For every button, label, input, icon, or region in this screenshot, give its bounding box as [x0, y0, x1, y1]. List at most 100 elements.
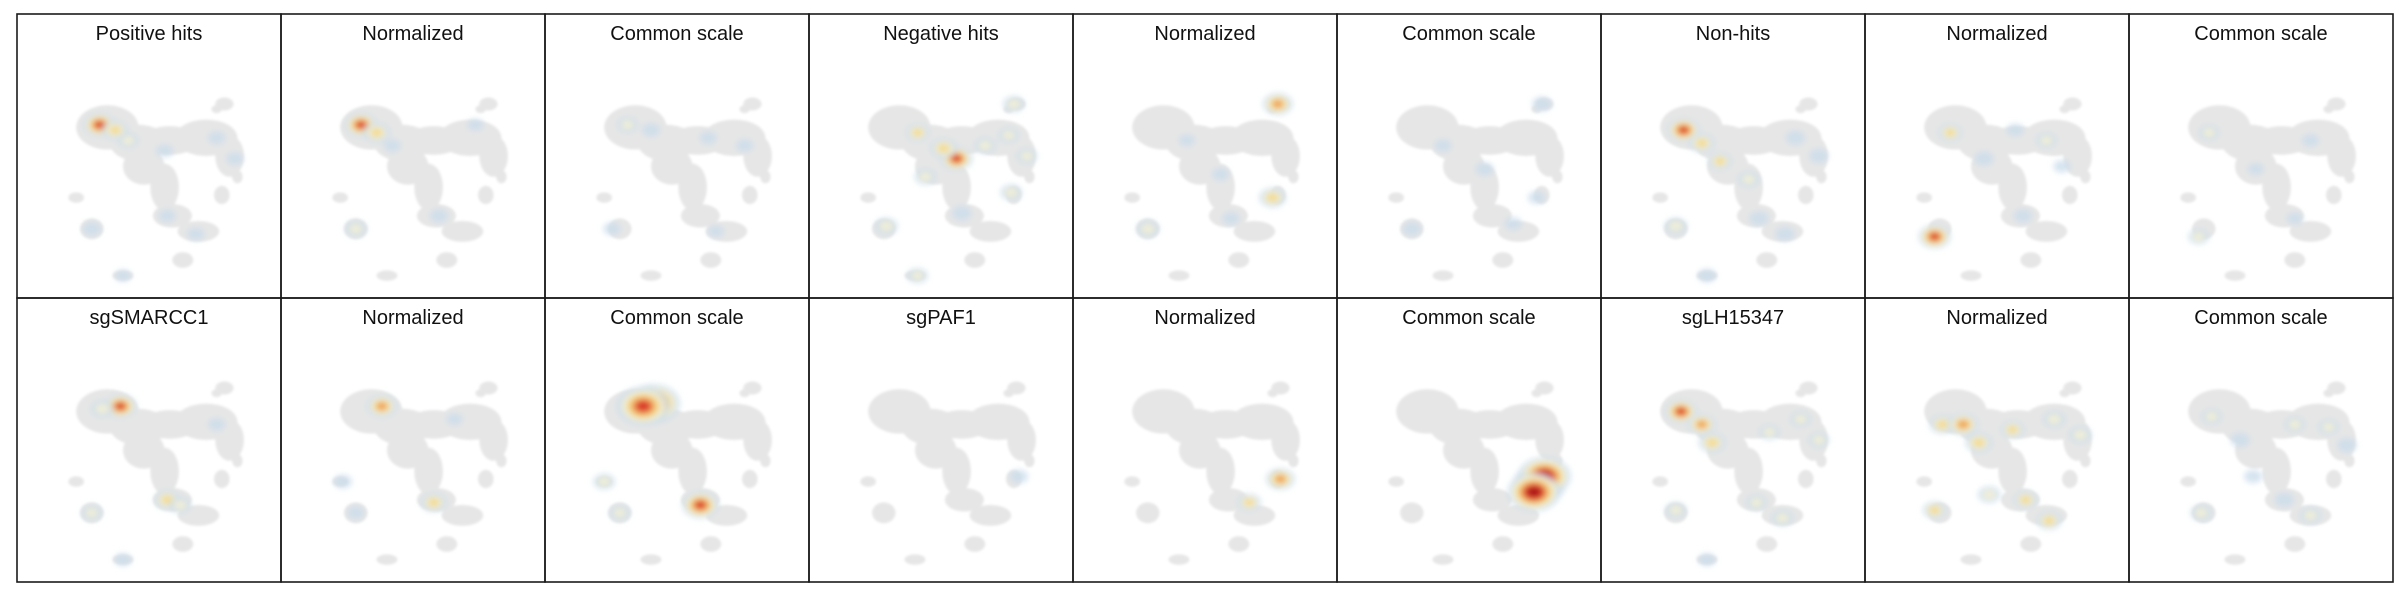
density-hotspot	[1938, 123, 1963, 142]
embedding-cluster	[1136, 502, 1160, 524]
panel-title: Normalized	[1946, 23, 2047, 45]
density-hotspot	[1434, 139, 1452, 153]
embedding-cluster	[760, 170, 771, 184]
density-level	[951, 155, 962, 163]
density-level	[1020, 151, 1034, 161]
panel-title: Positive hits	[96, 23, 203, 45]
density-hotspot	[1664, 217, 1688, 235]
embedding-cluster	[2224, 270, 2246, 281]
embedding-cluster	[678, 163, 707, 211]
density-level	[621, 120, 634, 130]
embedding-cluster	[1271, 419, 1300, 461]
embedding-cluster	[2327, 135, 2356, 177]
density-level	[349, 223, 363, 234]
embedding-cluster	[475, 105, 486, 114]
density-overlay	[344, 112, 484, 237]
density-hotspot	[1746, 494, 1767, 510]
density-overlay	[1664, 118, 1829, 283]
embedding-cluster	[215, 419, 244, 461]
density-hotspot	[2286, 212, 2303, 225]
density-level	[207, 131, 226, 145]
density-level	[1009, 469, 1029, 484]
density-level	[2274, 492, 2295, 507]
embedding-cluster	[1024, 454, 1035, 468]
density-hotspot	[907, 268, 928, 284]
embedding-cluster	[1998, 447, 2027, 495]
density-hotspot	[2318, 419, 2339, 435]
density-level	[158, 209, 176, 223]
density-hotspot	[2198, 125, 2220, 141]
density-hotspot	[609, 505, 631, 521]
embedding-cluster	[150, 447, 179, 495]
density-level	[428, 498, 440, 507]
embedding-cluster	[1003, 389, 1014, 398]
embedding-cluster	[743, 419, 772, 461]
density-level	[1007, 99, 1021, 109]
density-hotspot	[2299, 507, 2322, 524]
density-hotspot	[952, 206, 972, 221]
density-level	[2194, 507, 2208, 518]
density-level	[1749, 211, 1769, 226]
embedding-cluster	[232, 170, 243, 184]
embedding-cluster	[2262, 163, 2291, 211]
density-level	[613, 508, 627, 518]
density-hotspot	[707, 225, 725, 238]
density-hotspot	[82, 222, 101, 236]
density-hotspot	[1785, 130, 1806, 145]
density-hotspot	[2036, 511, 2062, 530]
density-hotspot	[998, 127, 1019, 143]
embedding-cluster	[436, 252, 458, 268]
embedding-cluster	[1960, 270, 1982, 281]
density-level	[978, 140, 992, 151]
panel-title: Common scale	[610, 307, 743, 329]
density-level	[2303, 510, 2318, 521]
density-hotspot	[1688, 133, 1715, 153]
density-hotspot	[383, 139, 401, 153]
embedding-cluster	[211, 389, 222, 398]
density-level	[376, 402, 388, 411]
embedding-cluster	[172, 252, 194, 268]
embedding-cluster	[742, 185, 758, 205]
embedding-cluster	[860, 476, 876, 487]
density-hotspot	[226, 152, 244, 166]
embedding-cluster	[1267, 389, 1278, 398]
density-hotspot	[446, 413, 463, 426]
panel-title: sgSMARCC1	[90, 307, 209, 329]
density-level	[1714, 157, 1726, 166]
embedding-cluster	[172, 536, 194, 552]
density-overlay	[1507, 456, 1571, 512]
embedding-cluster	[2080, 170, 2091, 184]
density-level	[2247, 163, 2264, 175]
density-level	[2337, 438, 2357, 453]
embedding-cluster	[739, 105, 750, 114]
density-level	[1669, 505, 1683, 516]
embedding-cluster	[414, 447, 443, 495]
embedding-cluster	[150, 163, 179, 211]
panel-title: Normalized	[1154, 23, 1255, 45]
density-panel: sgPAF1	[808, 297, 1074, 583]
density-hotspot	[1003, 96, 1025, 112]
embedding-cluster	[479, 419, 508, 461]
density-panel: Common scale	[1336, 297, 1602, 583]
density-panel: Common scale	[2128, 13, 2394, 299]
density-hotspot	[366, 395, 397, 418]
embedding-cluster	[2224, 554, 2246, 565]
embedding-cluster	[1472, 204, 1512, 228]
density-level	[356, 121, 366, 129]
density-hotspot	[603, 222, 621, 236]
density-hotspot	[363, 122, 391, 143]
density-level	[1944, 128, 1956, 137]
density-level	[1763, 427, 1776, 437]
embedding-cluster	[475, 389, 486, 398]
density-hotspot	[117, 132, 139, 148]
density-panel: Normalized	[1072, 13, 1338, 299]
density-level	[207, 418, 226, 431]
density-level	[2047, 414, 2062, 425]
density-level	[2230, 432, 2250, 448]
density-level	[1275, 475, 1286, 483]
embedding-cluster	[232, 454, 243, 468]
embedding-cluster	[942, 163, 971, 211]
density-hotspot	[420, 492, 447, 512]
density-level	[347, 506, 365, 520]
density-level	[1809, 148, 1829, 164]
